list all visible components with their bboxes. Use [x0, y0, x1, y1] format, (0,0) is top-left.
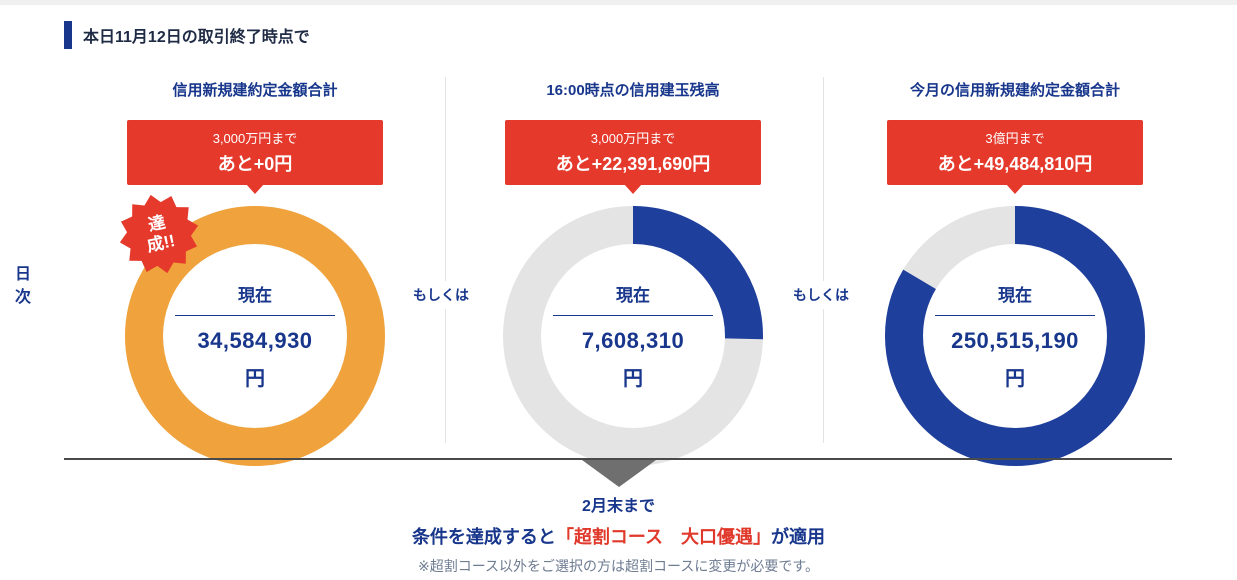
donut-center: 現在 250,515,190 円 — [923, 244, 1107, 428]
donut-center-rule — [553, 315, 713, 316]
donut-center-rule — [935, 315, 1095, 316]
gauge-title: 信用新規建約定金額合計 — [172, 82, 338, 99]
current-label: 現在 — [998, 286, 1032, 305]
badge-target-label: 3,000万円まで — [212, 131, 298, 146]
current-label: 現在 — [616, 286, 650, 305]
section-divider-line — [64, 458, 1172, 460]
donut-svg — [503, 206, 763, 466]
current-amount: 34,584,930 — [197, 328, 313, 353]
apply-suffix: が適用 — [771, 527, 826, 547]
current-amount: 250,515,190 — [951, 328, 1079, 353]
sidebar-daily-label: 日次 — [12, 265, 29, 311]
donut-chart: 現在 7,608,310 円 — [503, 206, 763, 466]
note-text: ※超割コース以外をご選択の方は超割コースに変更が必要です。 — [418, 558, 819, 574]
donut-center-rule — [175, 315, 335, 316]
donut-chart: 現在 250,515,190 円 — [885, 206, 1145, 466]
currency-unit: 円 — [1005, 368, 1025, 390]
column-divider — [823, 77, 824, 443]
currency-unit: 円 — [245, 368, 265, 390]
donut-chart: 達成!! 現在 34,584,930 円 — [125, 206, 385, 466]
badge-remaining-label: あと+0円 — [217, 154, 293, 174]
or-label: もしくは — [791, 281, 851, 309]
gauge-column-monthly-new-margin-total: 今月の信用新規建約定金額合計 3億円まで あと+49,484,810円 現在 2… — [829, 75, 1201, 466]
gauge-column-new-margin-total: 信用新規建約定金額合計 3,000万円まで あと+0円 達成!! 現在 34,5… — [69, 75, 441, 466]
currency-unit: 円 — [623, 368, 643, 390]
remaining-badge: 3,000万円まで あと+0円 — [127, 120, 383, 185]
gauge-title: 16:00時点の信用建玉残高 — [546, 82, 720, 99]
remaining-badge: 3,000万円まで あと+22,391,690円 — [505, 120, 761, 185]
current-label: 現在 — [238, 286, 272, 305]
remaining-badge: 3億円まで あと+49,484,810円 — [887, 120, 1143, 185]
donut-progress-arc — [503, 206, 763, 466]
gauge-title: 今月の信用新規建約定金額合計 — [909, 82, 1120, 99]
donut-progress-arc — [885, 206, 1145, 466]
gauge-column-margin-balance-16: 16:00時点の信用建玉残高 3,000万円まで あと+22,391,690円 … — [447, 75, 819, 466]
badge-remaining-label: あと+49,484,810円 — [937, 154, 1093, 174]
apply-line: 条件を達成すると「超割コース 大口優遇」が適用 — [0, 523, 1237, 549]
footer: 2月末まで 条件を達成すると「超割コース 大口優遇」が適用 ※超割コース以外をご… — [0, 492, 1237, 576]
apply-prefix: 条件を達成すると — [411, 527, 556, 547]
column-divider — [445, 77, 446, 443]
donut-center: 現在 34,584,930 円 — [163, 244, 347, 428]
achieved-badge-label: 達成!! — [145, 213, 177, 256]
badge-target-label: 3億円まで — [985, 131, 1045, 146]
deadline-text: 2月末まで — [582, 498, 655, 515]
current-amount: 7,608,310 — [581, 328, 685, 353]
donut-svg — [125, 206, 385, 466]
header-accent-bar — [64, 21, 72, 49]
header-title: 本日11月12日の取引終了時点で — [83, 29, 310, 46]
apply-highlight: 「超割コース 大口優遇」 — [555, 527, 772, 547]
section-header: 本日11月12日の取引終了時点で — [64, 21, 310, 49]
down-arrow-icon — [581, 460, 656, 487]
badge-target-label: 3,000万円まで — [590, 131, 676, 146]
donut-center: 現在 7,608,310 円 — [541, 244, 725, 428]
or-label: もしくは — [411, 281, 471, 309]
donut-progress-arc — [125, 206, 385, 466]
donut-svg — [885, 206, 1145, 466]
badge-remaining-label: あと+22,391,690円 — [555, 154, 711, 174]
